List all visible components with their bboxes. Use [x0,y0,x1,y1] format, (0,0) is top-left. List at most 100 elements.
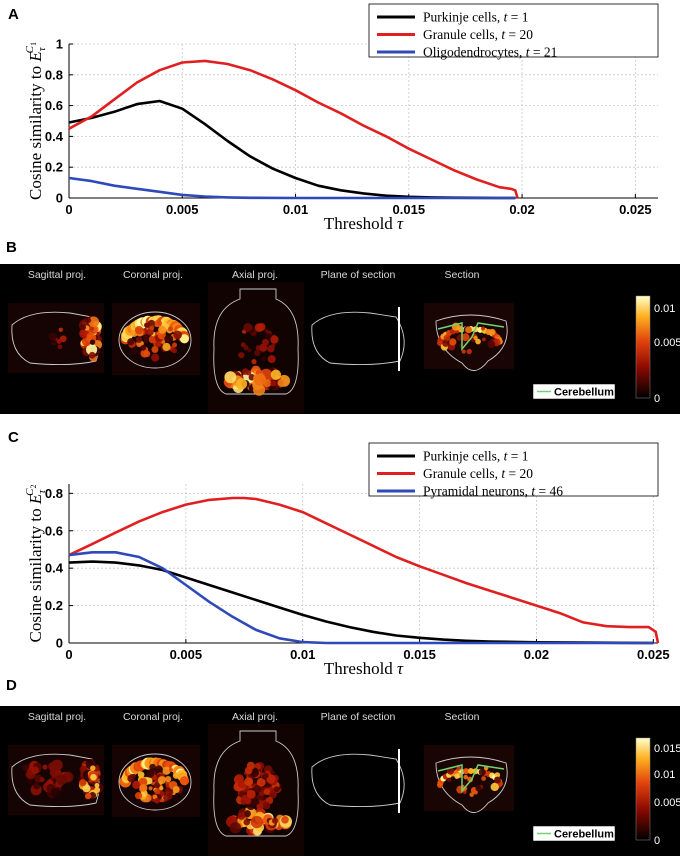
projection-title: Sagittal proj. [28,711,86,723]
heat-blob [31,766,39,775]
heat-blob [165,776,172,783]
legend-box [368,3,659,58]
heat-blob [154,797,160,804]
x-tick-label: 0.01 [283,202,308,217]
heat-blob [270,770,275,775]
section-heat [467,768,474,775]
heat-blob [151,345,159,354]
axial-outline [213,730,299,837]
y-tick-label: 0.8 [45,67,63,82]
heat-blob [52,759,63,771]
heat-blob [154,319,163,328]
heat-blob [132,780,141,790]
heat-blob [52,340,56,344]
heat-blob [134,792,143,800]
heat-blob [244,766,253,775]
cerebellum-legend-label: Cerebellum [554,387,614,399]
heat-blob [146,769,155,778]
heat-blob [467,776,474,783]
colorbar-tick-label: 0.015 [654,743,680,755]
projection-title: Sagittal proj. [28,269,86,281]
colorbar-tick-label: 0.01 [654,303,675,315]
heat-blob [263,773,269,779]
coronal-heat [179,776,190,786]
heat-blob [84,792,92,800]
heat-blob [253,784,262,793]
heat-blob [157,331,166,340]
heat-blob [268,790,277,799]
heat-blob [478,768,486,776]
heat-blob [259,780,264,786]
heat-blob [482,337,486,342]
heat-blob [475,338,481,345]
heat-blob [94,782,100,788]
heat-blob [247,348,252,353]
projection-title: Section [444,711,479,723]
x-tick-label: 0.005 [166,202,199,217]
cerebellum-legend-box [532,383,616,400]
heat-blob [250,815,263,829]
heat-blob [260,356,266,362]
heat-blob [256,803,264,811]
series-line-1 [68,59,519,199]
heat-blob [246,789,256,799]
heat-blob [447,777,452,782]
heat-blob [463,774,469,780]
heat-blob [494,772,501,778]
heat-blob [59,335,67,343]
heat-blob [86,317,92,323]
colorbar-tick-label: 0 [654,835,660,847]
projection-title: Axial proj. [232,711,278,723]
colorbar [635,295,651,399]
series-line-2 [68,551,654,645]
heat-blob [158,325,167,334]
heat-blob [57,344,63,350]
heat-blob [456,766,462,771]
heat-blob [162,766,171,775]
brain-panel-b: Sagittal proj. Coronal proj. Axial proj. Pl… [0,264,680,414]
heat-blob [488,328,496,336]
heat-blob [253,383,266,396]
heat-blob [58,780,63,786]
heat-blob [265,333,272,340]
x-axis-label: Threshold τ [324,659,404,678]
cerebellum-contour [437,764,505,794]
heat-blob [89,339,96,345]
heat-blob [264,328,269,334]
heat-blob [172,772,180,779]
chart-c: 0 0.005 0.01 0.015 0.02 0.025 0 0.2 0.4 0.6 0.8 Thr… [24,442,670,678]
heat-blob [159,786,164,791]
heat-blob [88,351,96,359]
heat-blob [255,345,261,351]
projection-title: Section [444,269,479,281]
y-tick-label: 1 [56,37,63,52]
y-tick-label: 0.2 [45,160,63,175]
heat-blob [165,783,170,788]
heat-blob [271,343,276,348]
y-tick-label: 0.6 [45,98,63,113]
heat-blob [261,338,270,346]
legend-entry-2: Pyramidal neurons, t = 46 [423,484,563,499]
chart-a: 0 0.005 0.01 0.015 0.02 0.025 0 0.2 0.4 0.6 0.8 1 Th… [24,3,659,233]
heat-blob [151,353,160,362]
heat-blob [164,334,174,344]
heat-blob [143,335,149,341]
heat-blob [82,784,91,793]
heat-blob [475,785,482,792]
heat-blob [243,323,253,332]
x-tick-label: 0.005 [170,647,203,662]
colorbar-tick-label: 0.005 [654,337,680,349]
heat-blob [273,786,280,793]
heat-blob [263,788,271,795]
panel-letter-b: B [6,239,17,256]
heat-blob [277,378,286,387]
heat-blob [172,786,180,793]
heat-blob [27,777,35,785]
projection-title: Plane of section [321,711,396,723]
heat-blob [39,777,45,783]
heat-blob [443,334,451,342]
coronal-outline [118,311,192,369]
heat-blob [254,323,264,332]
heat-blob [442,340,449,347]
section-heat [463,768,470,775]
